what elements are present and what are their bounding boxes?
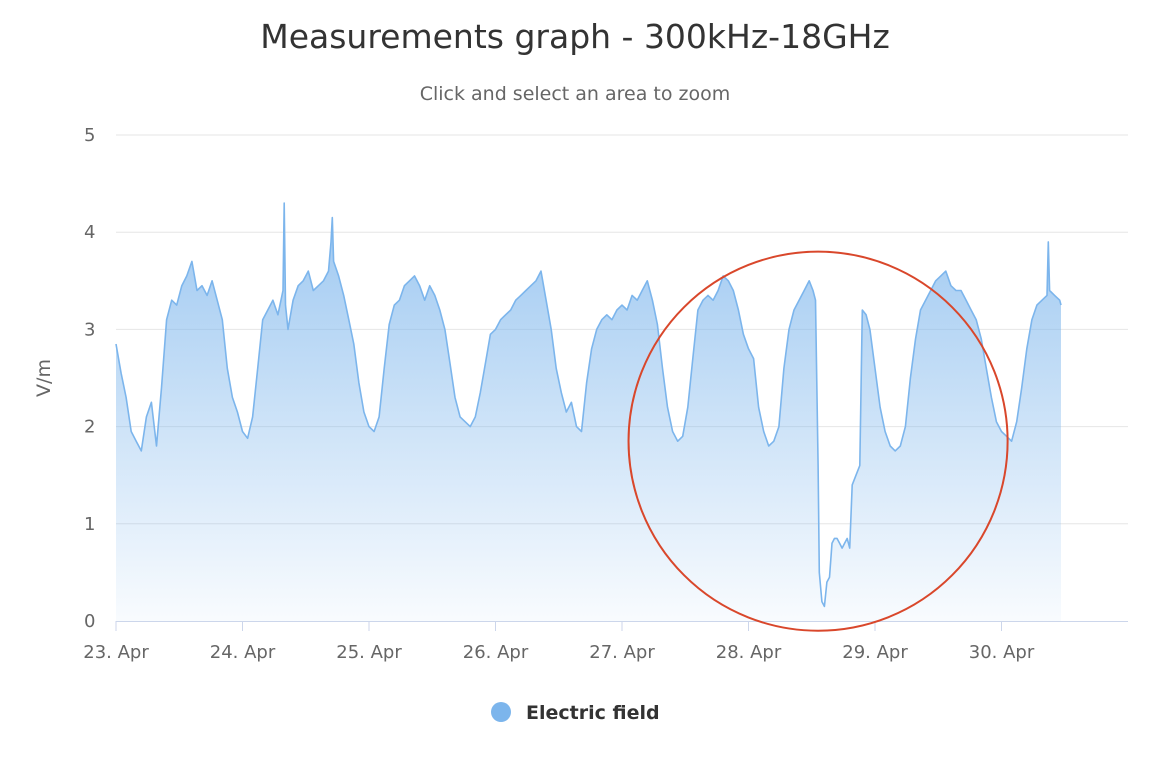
x-tick-label: 30. Apr bbox=[969, 642, 1035, 663]
x-tick-label: 27. Apr bbox=[589, 642, 655, 663]
x-tick-label: 23. Apr bbox=[83, 642, 149, 663]
y-axis-title: V/m bbox=[33, 359, 55, 397]
x-tick-label: 28. Apr bbox=[716, 642, 782, 663]
y-tick-label: 2 bbox=[84, 417, 95, 438]
x-tick-label: 29. Apr bbox=[842, 642, 908, 663]
y-tick-label: 0 bbox=[84, 611, 95, 632]
x-axis: 23. Apr 24. Apr 25. Apr 26. Apr 27. Apr 28. A… bbox=[83, 621, 1128, 663]
y-tick-label: 4 bbox=[84, 222, 95, 243]
series-area-electric-field[interactable] bbox=[116, 203, 1061, 621]
legend[interactable]: Electric field bbox=[491, 702, 660, 724]
series-group[interactable] bbox=[115, 202, 1062, 621]
x-tick-label: 25. Apr bbox=[336, 642, 402, 663]
legend-label-electric-field[interactable]: Electric field bbox=[526, 702, 660, 724]
y-tick-label: 1 bbox=[84, 514, 95, 535]
y-tick-label: 5 bbox=[84, 125, 95, 146]
series-line-electric-field[interactable] bbox=[115, 202, 1062, 608]
legend-marker-electric-field[interactable] bbox=[491, 702, 511, 722]
chart-subtitle: Click and select an area to zoom bbox=[420, 83, 731, 105]
chart-title: Measurements graph - 300kHz-18GHz bbox=[260, 17, 890, 56]
y-tick-label: 3 bbox=[84, 319, 95, 340]
annotation-group bbox=[627, 250, 1009, 632]
x-tick-label: 24. Apr bbox=[210, 642, 276, 663]
y-axis-ticks: 0 1 2 3 4 5 bbox=[84, 125, 95, 632]
x-tick-label: 26. Apr bbox=[463, 642, 529, 663]
annotation-circle bbox=[627, 250, 1009, 632]
